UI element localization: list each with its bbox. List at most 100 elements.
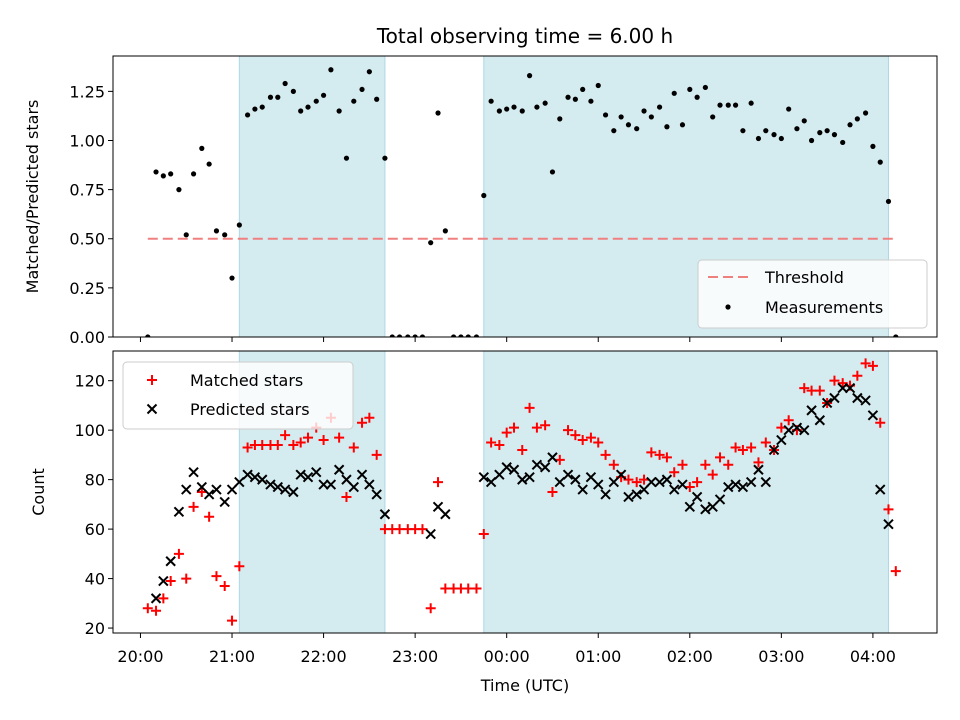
predicted-stars-point <box>600 489 611 500</box>
legend-box <box>122 361 354 430</box>
y-tick-label: 0.25 <box>69 279 105 298</box>
matched-stars-point <box>707 469 718 480</box>
measurement-point <box>229 275 235 281</box>
legend-matched-label: Matched stars <box>190 371 303 390</box>
matched-stars-point <box>471 583 482 594</box>
predicted-stars-point <box>531 459 543 470</box>
measurement-point <box>481 192 487 199</box>
legend-predicted-label: Predicted stars <box>190 400 310 419</box>
ratio-panel: 0.00 0.25 0.50 0.75 1.00 1.25 Matched/Predicte… <box>23 55 938 347</box>
counts-panel: 20 40 60 80 100 120 20:00 21:00 22:00 23:00 00:00 0… <box>29 350 938 666</box>
predicted-stars-point <box>745 476 757 488</box>
matched-stars-point <box>211 571 222 582</box>
matched-stars-point <box>371 449 382 460</box>
predicted-stars-point <box>165 556 176 567</box>
predicted-stars-point <box>723 481 734 493</box>
measurement-point <box>290 88 296 94</box>
measurement-point <box>656 104 663 110</box>
x-tick-label: 01:00 <box>575 647 621 666</box>
measurement-point <box>298 108 304 114</box>
matched-stars-point <box>776 422 787 433</box>
matched-stars-point <box>700 459 711 470</box>
matched-stars-point <box>234 561 245 572</box>
measurement-point <box>213 228 220 234</box>
predicted-stars-point <box>348 481 359 493</box>
y-tick-label: 0.50 <box>69 230 105 249</box>
predicted-stars-point <box>302 471 314 483</box>
measurement-point <box>450 334 457 337</box>
x-tick-label: 20:00 <box>117 647 163 666</box>
x-axis-label: Time (UTC) <box>480 676 569 695</box>
measurement-point <box>222 232 228 238</box>
matched-stars-point <box>631 477 642 488</box>
y-tick-label: 40 <box>85 570 105 589</box>
predicted-stars-point <box>852 392 863 404</box>
predicted-stars-point <box>883 518 894 530</box>
predicted-stars-point <box>257 474 268 485</box>
y-tick-label: 120 <box>74 372 105 391</box>
matched-stars-point <box>334 432 345 443</box>
y-tick-label: 0.00 <box>69 328 105 347</box>
matched-stars-point <box>669 467 680 478</box>
measurement-point <box>153 169 159 175</box>
measurement-point <box>328 67 334 73</box>
matched-stars-point <box>486 437 497 448</box>
matched-stars-point <box>196 487 207 497</box>
y-tick-label: 0.75 <box>69 181 105 200</box>
matched-stars-point <box>341 491 352 502</box>
predicted-stars-point <box>333 464 345 475</box>
predicted-stars-point <box>623 491 634 503</box>
matched-stars-point <box>799 383 810 394</box>
predicted-stars-point <box>776 434 787 446</box>
measurement-point <box>641 108 647 114</box>
measurement-point <box>732 102 739 108</box>
x-tick-label: 00:00 <box>484 647 530 666</box>
matched-stars-point <box>746 442 757 453</box>
matched-stars-point <box>478 529 489 540</box>
predicted-stars-point <box>440 509 451 520</box>
shaded-interval <box>483 351 889 633</box>
matched-stars-point <box>883 504 894 515</box>
matched-stars-point <box>272 440 283 450</box>
measurement-point <box>496 108 502 114</box>
matched-stars-point <box>646 447 657 458</box>
x-tick-label: 22:00 <box>301 647 347 666</box>
measurement-point <box>817 130 823 136</box>
matched-stars-point <box>295 437 306 448</box>
predicted-stars-point <box>288 486 299 498</box>
matched-stars-point <box>364 412 375 423</box>
measurement-point <box>465 334 471 337</box>
measurement-point <box>419 334 426 337</box>
matched-stars-point <box>509 422 520 433</box>
predicted-stars-point <box>760 476 771 488</box>
matched-stars-point <box>890 566 901 577</box>
measurement-point <box>664 124 670 130</box>
measurement-point <box>755 135 762 142</box>
measurement-point <box>862 110 869 116</box>
matched-stars-point <box>547 487 558 497</box>
measurement-point <box>893 334 899 337</box>
predicted-stars-point <box>517 474 528 485</box>
measurement-point <box>374 96 380 102</box>
matched-stars-point <box>677 459 688 470</box>
measurement-point <box>602 112 609 118</box>
matched-stars-point <box>318 435 329 446</box>
matched-stars-point <box>852 370 863 381</box>
matched-stars-point <box>242 442 253 453</box>
predicted-stars-point <box>631 489 642 500</box>
predicted-stars-point <box>867 410 879 421</box>
measurement-point <box>771 132 777 138</box>
measurement-point <box>885 198 892 205</box>
measurement-point <box>145 334 151 337</box>
predicted-stars-point <box>188 467 199 478</box>
measurement-point <box>435 110 441 116</box>
matched-stars-point <box>753 457 764 468</box>
measurement-point <box>183 232 189 238</box>
matched-stars-point <box>417 524 428 535</box>
predicted-stars-point <box>371 489 382 500</box>
measurement-point <box>542 100 548 106</box>
matched-stars-point <box>165 576 176 587</box>
predicted-stars-point <box>577 484 588 495</box>
measurement-point <box>595 82 601 89</box>
matched-stars-point <box>723 459 734 470</box>
